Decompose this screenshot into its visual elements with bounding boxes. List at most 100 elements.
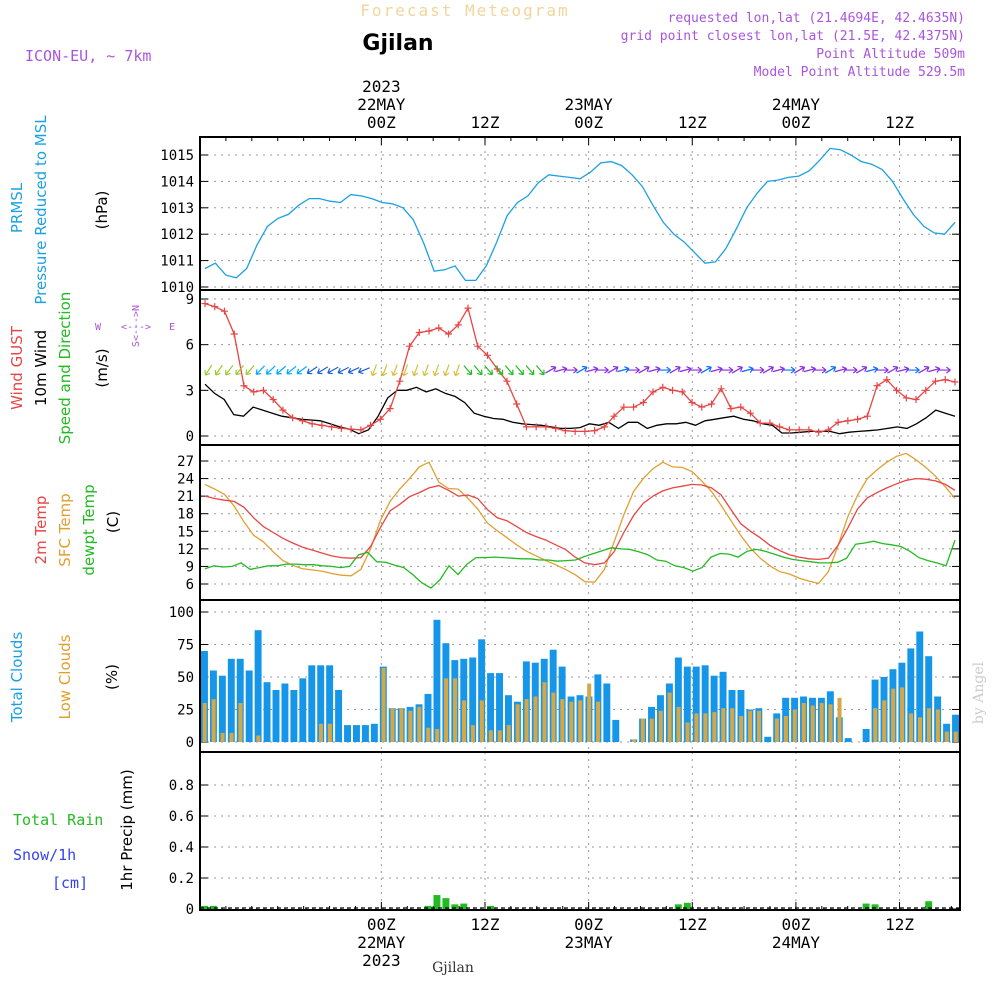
temperature-tick-label: 12 — [177, 542, 194, 558]
wind-10m-line — [204, 383, 956, 435]
low-cloud-bar — [900, 687, 905, 742]
wind-gust-point — [269, 395, 277, 403]
wind-direction-arrow — [928, 366, 941, 373]
wind-arrow-shape — [432, 364, 440, 377]
wind-gust-point — [367, 421, 375, 429]
wind-direction-arrow — [803, 366, 816, 373]
wind-arrow-shape — [772, 366, 785, 373]
low-cloud-bar — [703, 713, 708, 742]
low-cloud-bar — [658, 710, 663, 742]
low-cloud-bar — [381, 667, 386, 742]
wind-gust-point — [376, 415, 384, 423]
clouds-tick-label: 75 — [177, 638, 194, 654]
wind-arrow-shape — [617, 366, 630, 373]
wind-arrow-shape — [463, 365, 473, 376]
wind-gust-point — [805, 426, 813, 434]
wind-arrow-shape — [907, 366, 920, 374]
low-cloud-bar — [461, 700, 466, 742]
wind-arrow-shape — [306, 366, 318, 375]
rain-bar — [460, 903, 468, 909]
wind-direction-arrow — [555, 366, 568, 373]
wind-arrow-shape — [380, 364, 388, 377]
wind-direction-arrow — [638, 365, 650, 374]
low-cloud-bar — [488, 730, 493, 742]
bottom-hour-label: 12Z — [678, 915, 707, 934]
wind-gust-point — [474, 342, 482, 350]
total-cloud-bar — [764, 736, 772, 742]
product-title: Forecast Meteogram — [360, 1, 569, 20]
pressure-tick-label: 1013 — [160, 201, 194, 217]
wind-arrow-shape — [689, 366, 703, 374]
total-cloud-bar — [353, 725, 360, 742]
wind-direction-arrow — [700, 365, 712, 374]
wind-direction-arrow — [710, 366, 723, 373]
top-date-label: 22MAY — [357, 95, 406, 114]
low-cloud-bar — [202, 703, 207, 742]
total-cloud-bar — [424, 693, 432, 742]
wind-gust-point — [396, 377, 404, 385]
wind-arrow-shape — [453, 364, 460, 377]
rain-bar — [871, 904, 879, 909]
wind-arrow-shape — [235, 365, 244, 376]
wind-gust-point — [941, 376, 949, 384]
wind-gust-point — [220, 307, 228, 315]
wind-arrow-shape — [401, 364, 409, 377]
low-cloud-bar — [667, 692, 672, 742]
top-hour-label: 00Z — [781, 113, 810, 132]
low-cloud-bar — [390, 708, 395, 742]
wind-direction-arrow — [856, 365, 868, 374]
low-cloud-bar — [694, 713, 699, 742]
top-hour-label: 12Z — [678, 113, 707, 132]
wind-gust-point — [922, 386, 930, 394]
dewpt-temp-line — [204, 539, 956, 589]
wind-direction-arrow — [286, 365, 297, 375]
top-hour-label: 12Z — [471, 113, 500, 132]
wind-direction-arrow — [204, 364, 213, 376]
wind-gust-point — [503, 377, 511, 385]
total-cloud-bar — [719, 671, 727, 742]
total-rain-label: Total Rain — [13, 811, 103, 829]
wind-gust-point — [357, 426, 365, 434]
wind-arrow-shape — [586, 366, 599, 373]
total-cloud-bar — [603, 683, 611, 742]
total-cloud-bar — [612, 719, 620, 742]
wind-direction-arrow — [586, 366, 599, 373]
wind-tick-label: 9 — [186, 292, 194, 308]
wind-direction-arrow — [245, 365, 255, 376]
top-hour-label: 12Z — [885, 113, 914, 132]
wind-gust-point — [844, 417, 852, 425]
wind-gust-point — [893, 386, 901, 394]
bottom-hour-label: 12Z — [471, 915, 500, 934]
wind-arrow-shape — [918, 365, 930, 374]
wind-arrow-shape — [576, 365, 588, 374]
wind-gust-point — [571, 427, 579, 435]
wind-arrow-shape — [834, 366, 848, 373]
wind-direction-arrow — [865, 366, 879, 373]
low-cloud-bar — [515, 704, 520, 742]
wind-gust-point — [289, 414, 297, 422]
model-point-altitude: Model Point Altitude 529.5m — [754, 65, 965, 80]
wind-arrow-shape — [265, 365, 276, 375]
wind-arrow-shape — [473, 365, 483, 376]
snow-label: Snow/1h — [13, 846, 76, 864]
temperature-tick-label: 24 — [177, 472, 194, 488]
wind-gust-point — [445, 330, 453, 338]
low-cloud-bar — [524, 699, 529, 742]
bottom-hour-label: 00Z — [781, 915, 810, 934]
pressure-label-desc: Pressure Reduced to MSL — [32, 115, 50, 305]
low-cloud-bar — [479, 700, 484, 742]
total-cloud-bar — [290, 690, 298, 742]
wind-arrow-shape — [545, 365, 557, 374]
wind-direction-arrow — [607, 365, 619, 374]
wind-gust-point — [600, 423, 608, 431]
wind-gust-point — [678, 388, 686, 396]
total-cloud-bar — [952, 714, 959, 742]
low-cloud-bar — [220, 732, 225, 742]
wind-arrow-shape — [214, 364, 223, 376]
prmsl-line — [204, 147, 956, 282]
low-cloud-bar — [497, 730, 502, 742]
top-hour-label: 00Z — [574, 113, 603, 132]
total-cloud-bar — [487, 673, 495, 742]
low-cloud-bar — [470, 725, 475, 742]
wind-arrow-shape — [700, 365, 712, 374]
